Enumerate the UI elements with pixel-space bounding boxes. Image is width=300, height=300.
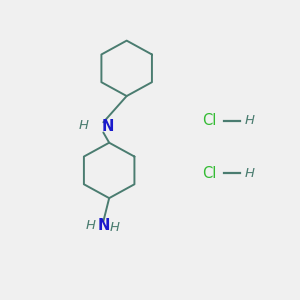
Text: H: H — [245, 114, 255, 127]
Text: Cl: Cl — [202, 166, 217, 181]
Text: H: H — [110, 221, 120, 234]
Text: H: H — [85, 219, 95, 232]
Text: H: H — [79, 119, 89, 132]
Text: Cl: Cl — [202, 113, 217, 128]
Text: N: N — [97, 218, 110, 233]
Text: N: N — [102, 119, 114, 134]
Text: H: H — [245, 167, 255, 180]
